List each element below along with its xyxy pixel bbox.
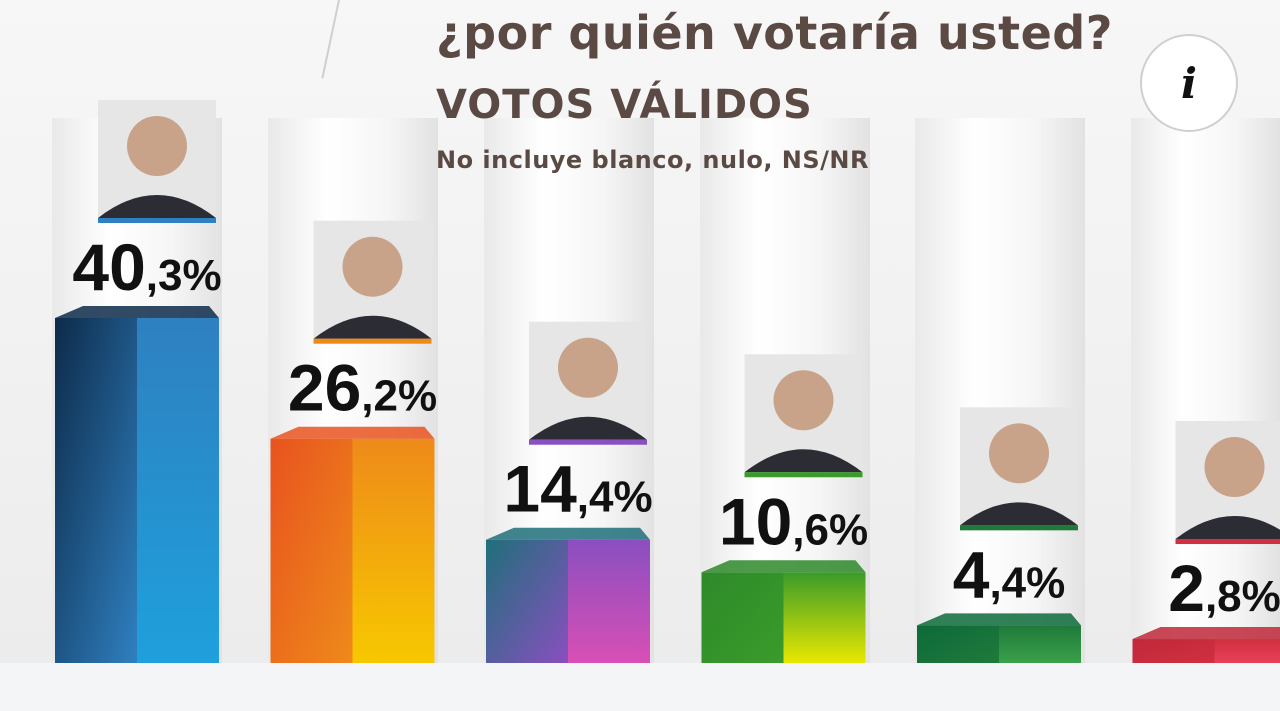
- data-label: 10,6%: [719, 484, 868, 558]
- bar-face-right: [999, 625, 1081, 663]
- photo-underline: [529, 439, 647, 445]
- data-label-integer: 14: [503, 452, 577, 526]
- bar-face-right: [1214, 639, 1280, 663]
- chart-note: No incluye blanco, nulo, NS/NR: [436, 146, 869, 174]
- chart-stage: 40,3% 26,2% 14,4% 10,6% 4,4% 2,8% ¿por quién …: [0, 0, 1280, 663]
- photo-shoulders: [313, 315, 432, 339]
- photo-shoulders: [98, 195, 216, 218]
- chart-subtitle: VOTOS VÁLIDOS: [436, 82, 813, 128]
- bar-top: [701, 560, 866, 573]
- data-label-decimal: ,3%: [146, 251, 222, 300]
- data-label-decimal: ,8%: [1205, 572, 1280, 621]
- photo-underline: [1175, 539, 1280, 545]
- candidate-photo: [960, 407, 1078, 531]
- data-label-integer: 10: [719, 484, 792, 558]
- data-label-integer: 26: [288, 351, 361, 425]
- bar-face-left: [486, 539, 568, 663]
- data-label: 4,4%: [953, 537, 1066, 611]
- photo-head: [1204, 437, 1265, 498]
- bar-top: [270, 426, 435, 439]
- background-column: [1131, 118, 1280, 663]
- candidate-photo: [529, 321, 647, 445]
- data-label: 2,8%: [1168, 551, 1280, 625]
- photo-head: [342, 236, 403, 297]
- bar-face-right: [568, 539, 650, 663]
- info-button[interactable]: i: [1140, 34, 1238, 132]
- photo-head: [127, 116, 187, 176]
- photo-underline: [960, 525, 1078, 531]
- bar-face-left: [55, 318, 137, 663]
- bar-face-right: [137, 318, 219, 663]
- bar-face-right: [783, 572, 866, 663]
- candidate-photo: [1175, 421, 1280, 545]
- bar-face-left: [917, 625, 999, 663]
- bar-face-left: [1132, 639, 1215, 663]
- chart-title: ¿por quién votaría usted?: [436, 6, 1113, 60]
- photo-shoulders: [744, 449, 863, 473]
- bar-chart: 40,3%26,2%14,4% 10,6%4,4% 2,8%: [55, 100, 1280, 663]
- data-label: 14,4%: [503, 452, 652, 526]
- photo-underline: [744, 472, 863, 478]
- data-label-decimal: ,2%: [361, 372, 437, 421]
- info-icon: i: [1181, 58, 1197, 108]
- data-label-integer: 2: [1168, 551, 1205, 625]
- photo-head: [558, 337, 618, 398]
- photo-underline: [98, 218, 216, 223]
- bottom-bar: [0, 663, 1280, 711]
- data-label: 40,3%: [72, 230, 221, 304]
- photo-shoulders: [960, 502, 1078, 526]
- background-column: [915, 118, 1085, 663]
- photo-shoulders: [529, 416, 647, 440]
- photo-shoulders: [1175, 516, 1280, 540]
- data-label-decimal: ,4%: [577, 473, 653, 522]
- candidate-photo: [313, 220, 432, 344]
- data-label: 26,2%: [288, 351, 437, 425]
- candidate-photo: [98, 100, 216, 223]
- data-label-decimal: ,4%: [989, 558, 1065, 607]
- data-label-integer: 40: [72, 230, 145, 304]
- bar-top: [486, 527, 650, 540]
- photo-underline: [313, 338, 432, 344]
- bar-top: [55, 306, 219, 318]
- bar-face-left: [701, 572, 784, 663]
- data-label-decimal: ,6%: [792, 505, 868, 554]
- bar-top: [917, 613, 1081, 626]
- bar-top: [1132, 627, 1280, 640]
- candidate-photo: [744, 354, 863, 478]
- bar-face-left: [270, 438, 353, 663]
- photo-head: [989, 423, 1049, 484]
- data-label-integer: 4: [953, 537, 990, 611]
- photo-head: [773, 370, 834, 431]
- bar-face-right: [352, 438, 435, 663]
